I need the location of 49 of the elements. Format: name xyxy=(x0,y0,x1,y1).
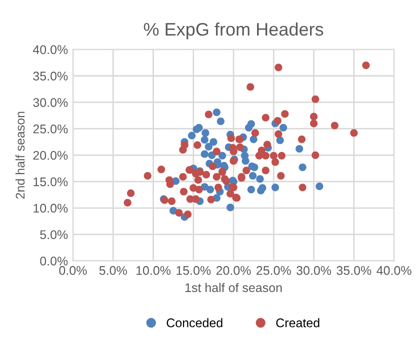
x-tick-label: 10.0% xyxy=(136,266,171,275)
y-tick-label: 5.0% xyxy=(40,230,68,240)
y-tick-label: 20.0% xyxy=(33,150,68,160)
point xyxy=(200,150,208,158)
point xyxy=(258,184,266,192)
point xyxy=(250,164,258,172)
y-tick-label: 10.0% xyxy=(34,204,68,213)
y-tick-label: 40.0% xyxy=(32,45,68,54)
legend-label: Created xyxy=(276,318,320,328)
x-axis-title: 1st half of season xyxy=(185,282,282,292)
point xyxy=(202,129,210,137)
point xyxy=(242,157,250,165)
x-tick-label: 35.0% xyxy=(336,266,372,275)
point xyxy=(210,138,218,146)
legend-label: Conceded xyxy=(166,318,222,328)
y-tick-label: 0.0% xyxy=(40,256,68,266)
point xyxy=(216,118,224,126)
x-tick-label: 25.0% xyxy=(256,266,291,275)
y-tick-label: 35.0% xyxy=(33,72,68,81)
point xyxy=(271,184,280,192)
x-tick-label: 20.0% xyxy=(216,266,251,275)
point xyxy=(296,145,304,153)
y-axis-title: 2nd half season xyxy=(15,112,25,199)
y-tick-label: 25.0% xyxy=(33,124,68,134)
x-tick-label: 0.0% xyxy=(59,266,87,275)
point xyxy=(247,186,255,194)
point xyxy=(206,186,214,194)
point xyxy=(248,172,257,180)
point xyxy=(276,136,284,144)
point xyxy=(188,132,196,140)
point xyxy=(247,120,255,128)
chart-title: % ExpG from Headers xyxy=(144,22,324,40)
x-tick-label: 40.0% xyxy=(376,266,412,275)
point xyxy=(212,108,220,116)
point xyxy=(279,124,288,132)
y-tick-label: 15.0% xyxy=(34,177,68,186)
x-tick-label: 5.0% xyxy=(99,266,127,275)
y-tick-label: 30.0% xyxy=(33,98,68,107)
point xyxy=(204,142,212,150)
point xyxy=(250,135,258,144)
point xyxy=(226,204,234,212)
point xyxy=(218,152,226,160)
point xyxy=(200,136,208,144)
point xyxy=(316,182,324,190)
point xyxy=(256,175,264,183)
x-tick-label: 15.0% xyxy=(176,266,211,275)
point xyxy=(192,125,200,134)
x-tick-label: 30.0% xyxy=(296,266,332,275)
point xyxy=(298,164,306,172)
